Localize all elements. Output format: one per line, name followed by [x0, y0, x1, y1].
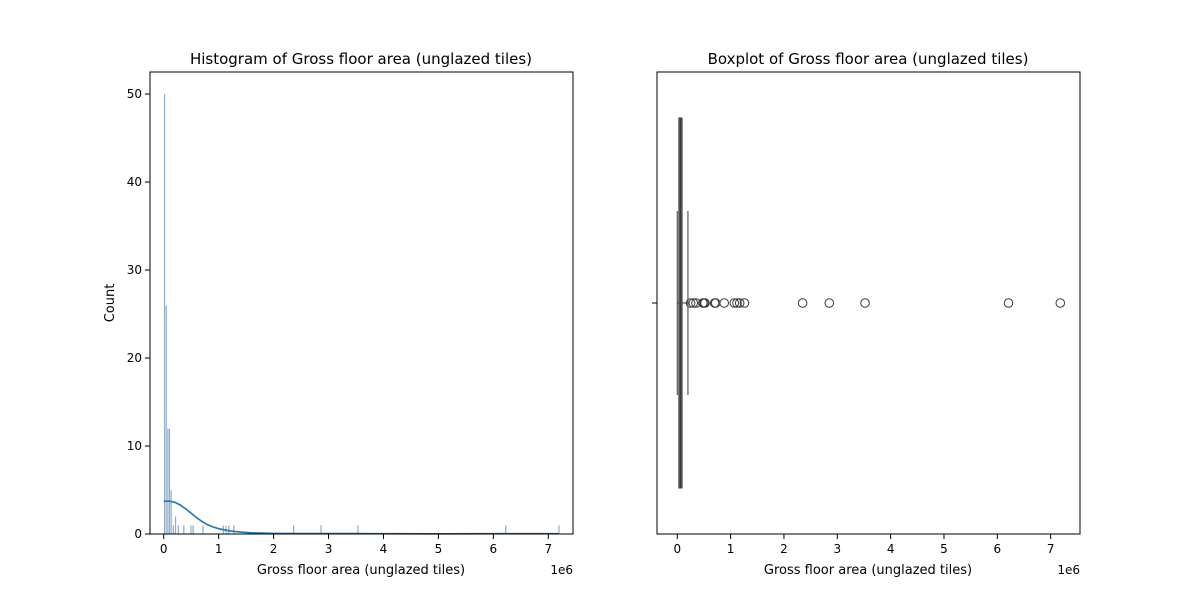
- boxplot-x-tick-label: 3: [833, 542, 841, 556]
- histogram-panel: Histogram of Gross floor area (unglazed …: [103, 50, 574, 578]
- boxplot-outlier: [860, 298, 870, 308]
- histogram-x-ticks: 0 1 2 3 4 5 6 7: [160, 534, 552, 556]
- histogram-x-tick-label: 3: [325, 542, 333, 556]
- boxplot-x-tick-label: 4: [887, 542, 895, 556]
- boxplot-x-ticks: 0 1 2 3 4 5 6 7: [673, 534, 1054, 556]
- histogram-y-tick-label: 40: [127, 175, 142, 189]
- histogram-bar: [227, 525, 230, 535]
- histogram-bar: [356, 525, 359, 535]
- histogram-bar: [557, 525, 561, 535]
- boxplot-x-label: Gross floor area (unglazed tiles): [764, 563, 972, 578]
- histogram-bar: [292, 525, 295, 535]
- boxplot-outlier: [729, 298, 740, 308]
- boxplot-x-offset-label: 1e6: [1057, 563, 1080, 577]
- boxplot-outlier: [1003, 298, 1014, 308]
- histogram-x-tick-label: 4: [380, 542, 388, 556]
- histogram-bar: [182, 525, 185, 535]
- boxplot-outlier: [739, 298, 750, 308]
- boxplot-outlier: [719, 298, 730, 308]
- histogram-y-tick-label: 30: [127, 263, 142, 277]
- boxplot-outlier: [700, 298, 710, 308]
- boxplot-panel: Boxplot of Gross floor area (unglazed ti…: [652, 50, 1081, 578]
- histogram-x-tick-label: 0: [160, 542, 168, 556]
- histogram-bar: [177, 525, 180, 535]
- histogram-x-tick-label: 5: [435, 542, 443, 556]
- histogram-x-tick-label: 2: [270, 542, 278, 556]
- boxplot-x-tick-label: 7: [1047, 542, 1055, 556]
- histogram-title: Histogram of Gross floor area (unglazed …: [190, 50, 532, 68]
- histogram-bar: [170, 489, 173, 535]
- histogram-axes-frame: [149, 71, 574, 535]
- histogram-x-tick-label: 1: [215, 542, 223, 556]
- histogram-bar: [172, 525, 175, 535]
- histogram-y-label: Count: [103, 284, 118, 323]
- boxplot-outlier: [734, 298, 745, 308]
- histogram-bars: [163, 93, 561, 535]
- histogram-x-tick-label: 6: [490, 542, 498, 556]
- boxplot-title: Boxplot of Gross floor area (unglazed ti…: [708, 50, 1029, 68]
- histogram-x-tick-label: 7: [544, 542, 552, 556]
- histogram-y-ticks: 0 10 20 30 40 50: [127, 87, 150, 541]
- boxplot-x-tick-label: 5: [940, 542, 948, 556]
- histogram-bar: [174, 516, 177, 535]
- boxplot-outlier: [824, 298, 835, 308]
- boxplot-outlier: [685, 298, 696, 308]
- boxplot-x-tick-label: 0: [673, 542, 681, 556]
- boxplot-marks: [676, 117, 1066, 489]
- boxplot-outlier: [797, 298, 808, 308]
- boxplot-outlier: [1055, 298, 1066, 308]
- boxplot-x-tick-label: 1: [727, 542, 735, 556]
- histogram-bar: [232, 525, 235, 535]
- boxplot-x-tick-label: 6: [994, 542, 1002, 556]
- histogram-y-tick-label: 0: [134, 527, 142, 541]
- histogram-x-offset-label: 1e6: [550, 563, 573, 577]
- histogram-bar: [201, 525, 205, 535]
- kde-line: [163, 500, 559, 535]
- histogram-bar: [168, 428, 171, 535]
- histogram-bar: [189, 525, 192, 535]
- histogram-y-tick-label: 50: [127, 87, 142, 101]
- histogram-bar: [192, 525, 195, 535]
- boxplot-outlier: [732, 298, 742, 308]
- histogram-bar: [165, 305, 168, 535]
- histogram-bar: [163, 93, 166, 535]
- boxplot-x-tick-label: 2: [780, 542, 788, 556]
- histogram-bar: [504, 525, 507, 535]
- histogram-x-label: Gross floor area (unglazed tiles): [257, 563, 465, 578]
- boxplot-outlier: [688, 298, 699, 308]
- histogram-y-tick-label: 20: [127, 351, 142, 365]
- histogram-y-tick-label: 10: [127, 439, 142, 453]
- histogram-bar: [166, 428, 169, 535]
- histogram-bar: [320, 525, 323, 535]
